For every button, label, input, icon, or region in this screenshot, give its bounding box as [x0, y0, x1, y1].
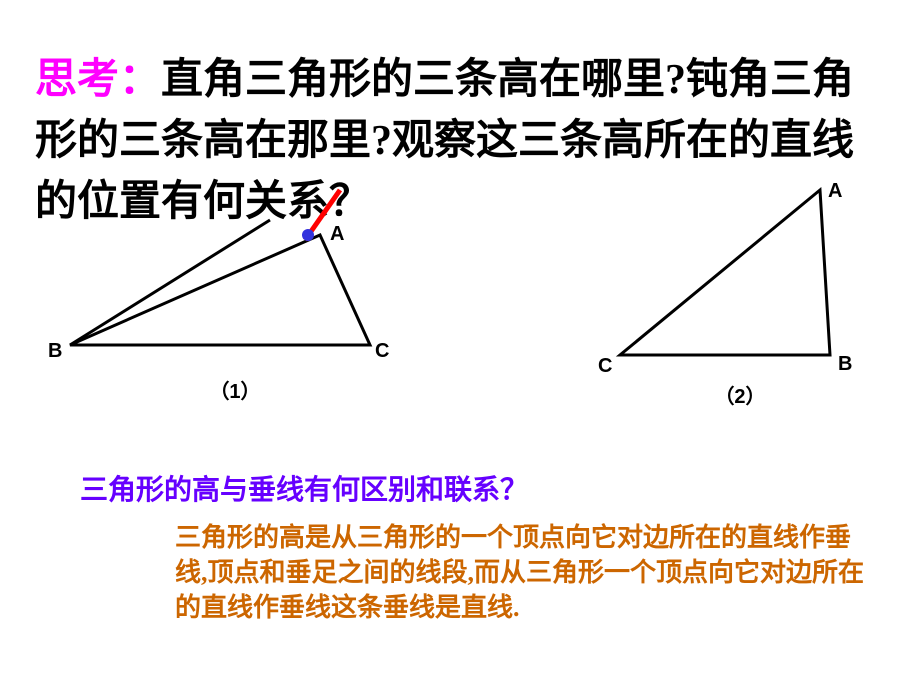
answer-text: 三角形的高是从三角形的一个顶点向它对边所在的直线作垂线,顶点和垂足之间的线段,而…: [175, 520, 875, 625]
figures-svg: [30, 215, 890, 445]
title-block: 思考：直角三角形的三条高在哪里?钝角三角形的三条高在那里?观察这三条高所在的直线…: [35, 45, 885, 228]
right-triangle: [620, 190, 830, 355]
label-c-1: C: [375, 340, 389, 363]
triangle-inner-line: [70, 220, 270, 345]
question-text: 三角形的高与垂线有何区别和联系？: [80, 468, 528, 508]
label-a-2: A: [828, 180, 842, 203]
figures-area: A B C （1） A B C （2）: [30, 215, 890, 445]
label-a-1: A: [330, 223, 344, 246]
figure-2-caption: （2）: [710, 380, 770, 409]
label-c-2: C: [598, 355, 612, 378]
blue-dot-icon: [302, 229, 314, 241]
label-b-1: B: [48, 340, 62, 363]
title-prefix: 思考：: [35, 57, 161, 103]
label-b-2: B: [838, 353, 852, 376]
figure-1-caption: （1）: [205, 375, 265, 404]
